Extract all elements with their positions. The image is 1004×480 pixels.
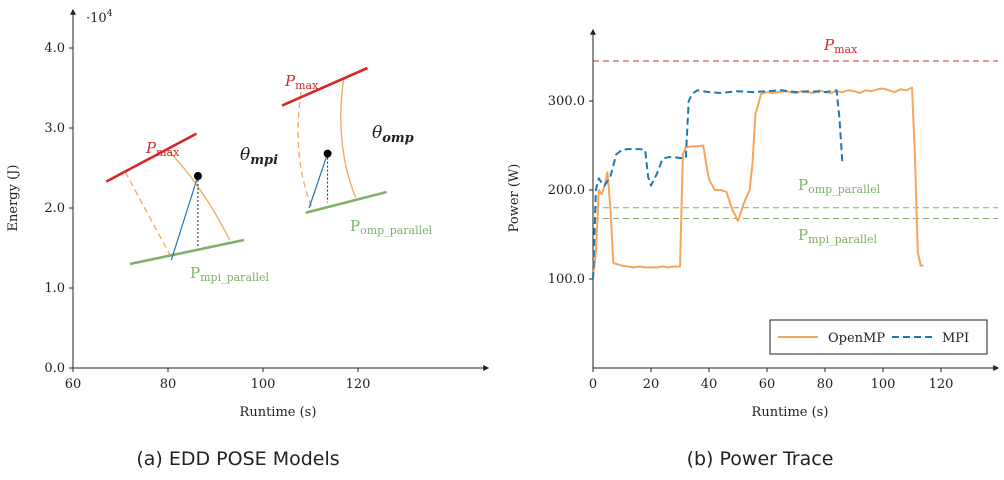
pmax-line-mpi <box>105 132 198 183</box>
omp-parallel-label-b: Pomp_parallel <box>798 176 881 196</box>
theta-mpi-label: θmpi <box>240 145 278 168</box>
y-exponent-a: ·104 <box>86 9 113 26</box>
x-tick-label: 120 <box>346 377 371 392</box>
y-tick-label: 3.0 <box>44 121 65 136</box>
omp-parallel-label: Pomp_parallel <box>350 217 433 237</box>
pmax-label-mpi: Pmax <box>145 139 180 159</box>
series-line-mpi <box>592 89 844 280</box>
curve-omp <box>340 78 357 198</box>
parallel-line-mpi <box>129 238 245 266</box>
ticks-a: 60 80 100 120 0.0 1.0 2.0 3.0 4.0 <box>44 41 370 392</box>
chart-a: ·104 60 80 100 120 0.0 1.0 2.0 3.0 4.0 Runtime (… <box>6 8 490 420</box>
legend-label-openmp: OpenMP <box>828 331 885 346</box>
y-tick-label: 200.0 <box>548 183 585 198</box>
theta-omp-label: θomp <box>372 123 414 146</box>
x-tick-label: 60 <box>65 377 82 392</box>
dashed-curve-mpi <box>124 171 174 261</box>
curve-mpi <box>167 149 231 241</box>
legend: OpenMP MPI <box>769 319 988 355</box>
mpi-parallel-label-b: Pmpi_parallel <box>798 226 878 246</box>
x-tick-label: 20 <box>643 377 660 392</box>
theta-point-mpi <box>193 172 202 180</box>
theta-line-mpi <box>170 175 199 261</box>
y-tick-label: 0.0 <box>44 361 65 376</box>
mpi-parallel-label: Pmpi_parallel <box>190 264 270 284</box>
y-tick-label: 2.0 <box>44 201 65 216</box>
x-tick-label: 120 <box>929 377 954 392</box>
reference-lines-b <box>593 60 998 219</box>
theta-point-omp <box>323 149 332 158</box>
parallel-line-omp <box>305 190 387 215</box>
y-tick-label: 1.0 <box>44 281 65 296</box>
y-tick-label: 300.0 <box>548 94 585 109</box>
x-label-b: Runtime (s) <box>752 405 829 420</box>
x-tick-label: 80 <box>817 377 834 392</box>
legend-label-mpi: MPI <box>942 331 969 346</box>
x-tick-label: 60 <box>759 377 776 392</box>
x-tick-label: 80 <box>160 377 177 392</box>
series-line-openmp <box>592 86 924 280</box>
x-tick-label: 100 <box>871 377 896 392</box>
caption-b: (b) Power Trace <box>687 448 834 470</box>
chart-b: 0 20 40 60 80 100 120 100.0 200.0 300.0 Runtime (… <box>507 28 1000 420</box>
pmax-line-omp <box>281 66 369 107</box>
theta-line-omp <box>308 153 329 209</box>
caption-a: (a) EDD POSE Models <box>136 448 339 470</box>
y-tick-label: 100.0 <box>548 272 585 287</box>
model-mpi <box>105 132 245 266</box>
pmax-label-b: Pmax <box>823 36 858 56</box>
ticks-b: 0 20 40 60 80 100 120 100.0 200.0 300.0 <box>548 94 954 392</box>
x-label-a: Runtime (s) <box>240 405 317 420</box>
model-omp <box>281 66 387 215</box>
x-tick-label: 40 <box>701 377 718 392</box>
x-tick-label: 100 <box>251 377 276 392</box>
dashed-curve-omp <box>297 91 314 210</box>
x-tick-label: 0 <box>589 377 597 392</box>
y-label-a: Energy (J) <box>6 165 21 232</box>
y-label-b: Power (W) <box>507 164 522 233</box>
models-a <box>105 66 387 266</box>
series-b <box>592 86 924 280</box>
pmax-label-omp: Pmax <box>284 72 319 92</box>
y-tick-label: 4.0 <box>44 41 65 56</box>
